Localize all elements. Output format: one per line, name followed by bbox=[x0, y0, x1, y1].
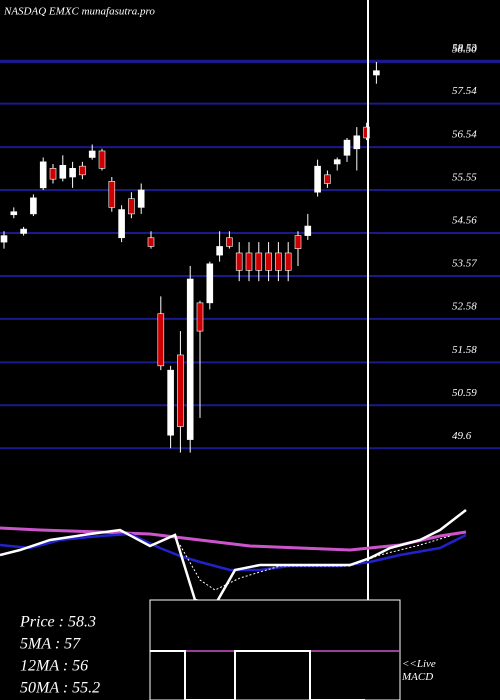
candle-body bbox=[79, 165, 86, 176]
y-tick-label: 54.56 bbox=[452, 215, 477, 227]
candle-body bbox=[49, 168, 57, 180]
info-text: 12MA : 56 bbox=[20, 658, 88, 675]
y-tick-label: 56.54 bbox=[452, 129, 477, 141]
candle-body bbox=[304, 225, 312, 236]
candle-body bbox=[186, 278, 194, 440]
candle-body bbox=[108, 181, 116, 208]
y-tick-label: 58.53 bbox=[452, 42, 477, 54]
candle-body bbox=[353, 135, 361, 150]
candle-body bbox=[235, 252, 243, 271]
y-tick-label: 52.58 bbox=[452, 300, 477, 312]
candle-body bbox=[314, 165, 321, 193]
candle-body bbox=[333, 159, 341, 165]
candle-body bbox=[118, 209, 125, 239]
candle-body bbox=[88, 150, 96, 158]
indicator-line bbox=[179, 535, 451, 591]
candle-body bbox=[20, 228, 27, 234]
candle-body bbox=[206, 263, 214, 304]
candle-body bbox=[284, 252, 292, 271]
indicator-line bbox=[0, 509, 467, 607]
candle-body bbox=[343, 139, 351, 156]
y-tick-label: 50.59 bbox=[452, 387, 477, 399]
candle-body bbox=[98, 150, 106, 169]
candle-body bbox=[216, 246, 223, 256]
candle-body bbox=[177, 354, 184, 427]
candle-body bbox=[324, 174, 331, 184]
y-tick-label: 49.6 bbox=[452, 430, 472, 442]
info-text: 5MA : 57 bbox=[20, 636, 81, 653]
candle-body bbox=[363, 126, 370, 139]
indicator-label-box: <<Live MACD bbox=[402, 658, 436, 683]
macd-line bbox=[150, 650, 365, 700]
candle-body bbox=[255, 252, 263, 271]
candle-body bbox=[0, 235, 8, 243]
candle-body bbox=[137, 189, 145, 208]
candle-body bbox=[167, 369, 174, 436]
y-tick-label: 55.55 bbox=[452, 172, 477, 184]
y-tick-label: 57.54 bbox=[452, 85, 477, 97]
y-tick-label: 51.58 bbox=[452, 344, 477, 356]
y-tick-label: 53.57 bbox=[452, 257, 477, 269]
chart-title: NASDAQ EMXC munafasutra.pro bbox=[3, 6, 155, 18]
candle-body bbox=[30, 197, 37, 215]
candle-body bbox=[265, 252, 272, 271]
candle-body bbox=[373, 70, 380, 76]
candle-body bbox=[275, 252, 282, 271]
info-text: 50MA : 55.2 bbox=[20, 680, 100, 697]
candle-body bbox=[69, 168, 76, 178]
indicator-line bbox=[0, 532, 467, 572]
indicator-label: <<Live MACD bbox=[402, 658, 436, 683]
y-tick-label: 58.50 bbox=[452, 44, 477, 56]
candle-body bbox=[157, 313, 165, 367]
candle-body bbox=[147, 237, 155, 247]
candle-body bbox=[245, 252, 253, 271]
candle-body bbox=[128, 198, 135, 215]
candle-body bbox=[196, 302, 204, 332]
info-text: Price : 58.3 bbox=[19, 614, 96, 631]
candle-body bbox=[59, 164, 67, 179]
candle-body bbox=[39, 161, 47, 189]
candle-body bbox=[294, 235, 302, 249]
candle-body bbox=[226, 237, 233, 247]
candle-body bbox=[10, 211, 18, 216]
